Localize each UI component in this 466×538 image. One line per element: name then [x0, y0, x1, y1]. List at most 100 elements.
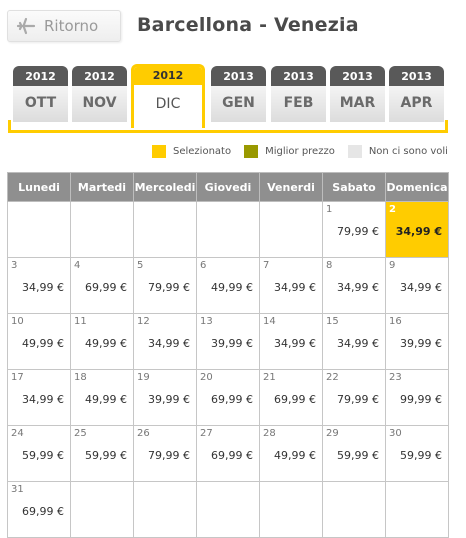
day-price: 59,99 €: [22, 449, 64, 462]
day-number: 21: [263, 372, 276, 383]
tabs-right-edge: [445, 120, 448, 133]
calendar-day-cell[interactable]: 11 49,99 €: [70, 313, 134, 370]
tab-month: MAR: [330, 86, 385, 122]
calendar-empty-cell: [133, 201, 197, 258]
calendar-day-cell[interactable]: 19 39,99 €: [133, 369, 197, 426]
day-price: 34,99 €: [148, 337, 190, 350]
day-number: 26: [137, 428, 150, 439]
day-number: 23: [389, 372, 402, 383]
calendar-day-cell[interactable]: 15 34,99 €: [322, 313, 386, 370]
calendar-day-cell[interactable]: 17 34,99 €: [7, 369, 71, 426]
calendar-day-cell[interactable]: 21 69,99 €: [259, 369, 323, 426]
month-tabs: 2012 OTT 2012 NOV 2012 DIC 2013 GEN 2013…: [8, 64, 448, 134]
tab-month: DIC: [134, 85, 202, 125]
calendar-day-cell[interactable]: 16 39,99 €: [385, 313, 449, 370]
calendar-day-cell[interactable]: 26 79,99 €: [133, 425, 197, 482]
calendar-day-cell[interactable]: 23 99,99 €: [385, 369, 449, 426]
weekday-header: Domenica: [385, 172, 449, 202]
tab-nov[interactable]: 2012 NOV: [72, 66, 127, 122]
day-price: 69,99 €: [85, 281, 127, 294]
day-price: 39,99 €: [211, 337, 253, 350]
day-price: 34,99 €: [400, 281, 442, 294]
tab-gen[interactable]: 2013 GEN: [211, 66, 266, 122]
tab-ott[interactable]: 2012 OTT: [13, 66, 68, 122]
day-number: 13: [200, 316, 213, 327]
day-number: 4: [74, 260, 81, 271]
calendar-day-cell[interactable]: 27 69,99 €: [196, 425, 260, 482]
no-flights-swatch: [347, 144, 362, 158]
calendar-body: 1 79,99 € 2 34,99 € 3 34,99 € 4 69,99 € 5 79,99 €…: [7, 201, 449, 538]
calendar-empty-cell: [385, 481, 449, 538]
calendar-empty-cell: [259, 481, 323, 538]
tab-year: 2012: [13, 66, 68, 86]
tab-mar[interactable]: 2013 MAR: [330, 66, 385, 122]
calendar-day-cell[interactable]: 8 34,99 €: [322, 257, 386, 314]
calendar-day-cell[interactable]: 6 49,99 €: [196, 257, 260, 314]
legend-no-flights-label: Non ci sono voli: [368, 145, 448, 157]
calendar-day-cell[interactable]: 7 34,99 €: [259, 257, 323, 314]
calendar-week-row: 24 59,99 € 25 59,99 € 26 79,99 € 27 69,99 € 28 49…: [7, 425, 449, 482]
calendar-week-row: 1 79,99 € 2 34,99 €: [7, 201, 449, 258]
calendar-week-row: 10 49,99 € 11 49,99 € 12 34,99 € 13 39,99 € 14 34…: [7, 313, 449, 370]
calendar-empty-cell: [7, 201, 71, 258]
calendar-day-cell[interactable]: 1 79,99 €: [322, 201, 386, 258]
day-number: 12: [137, 316, 150, 327]
calendar-week-row: 3 34,99 € 4 69,99 € 5 79,99 € 6 49,99 € 7 34,99 €…: [7, 257, 449, 314]
calendar-empty-cell: [196, 481, 260, 538]
calendar-day-cell[interactable]: 4 69,99 €: [70, 257, 134, 314]
tab-dic[interactable]: 2012 DIC: [131, 64, 205, 128]
day-number: 2: [389, 204, 396, 215]
day-number: 15: [326, 316, 339, 327]
calendar-day-cell[interactable]: 14 34,99 €: [259, 313, 323, 370]
day-number: 9: [389, 260, 396, 271]
calendar-day-cell[interactable]: 29 59,99 €: [322, 425, 386, 482]
calendar-day-cell[interactable]: 3 34,99 €: [7, 257, 71, 314]
calendar-day-cell[interactable]: 13 39,99 €: [196, 313, 260, 370]
day-price: 69,99 €: [211, 393, 253, 406]
day-price: 99,99 €: [400, 393, 442, 406]
day-number: 6: [200, 260, 207, 271]
calendar-day-cell[interactable]: 25 59,99 €: [70, 425, 134, 482]
legend-best-price-label: Miglior prezzo: [265, 145, 335, 157]
calendar-day-cell[interactable]: 10 49,99 €: [7, 313, 71, 370]
calendar-week-row: 31 69,99 €: [7, 481, 449, 538]
day-price: 34,99 €: [395, 225, 442, 238]
calendar-day-cell[interactable]: 28 49,99 €: [259, 425, 323, 482]
calendar-day-cell[interactable]: 2 34,99 €: [385, 201, 449, 258]
weekday-header: Mercoledi: [133, 172, 197, 202]
day-price: 59,99 €: [400, 449, 442, 462]
day-number: 29: [326, 428, 339, 439]
calendar-day-cell[interactable]: 12 34,99 €: [133, 313, 197, 370]
day-price: 49,99 €: [22, 337, 64, 350]
day-number: 10: [11, 316, 24, 327]
day-price: 69,99 €: [274, 393, 316, 406]
page-title: Barcellona - Venezia: [137, 14, 359, 36]
tab-month: NOV: [72, 86, 127, 122]
calendar-grid: Lunedi Martedi Mercoledi Giovedi Venerdi Saba…: [7, 172, 449, 538]
weekday-header: Lunedi: [7, 172, 71, 202]
legend-no-flights: Non ci sono voli: [347, 144, 448, 158]
tab-feb[interactable]: 2013 FEB: [271, 66, 326, 122]
day-number: 3: [11, 260, 18, 271]
day-price: 69,99 €: [211, 449, 253, 462]
calendar-day-cell[interactable]: 18 49,99 €: [70, 369, 134, 426]
day-price: 34,99 €: [22, 281, 64, 294]
calendar-day-cell[interactable]: 9 34,99 €: [385, 257, 449, 314]
day-price: 79,99 €: [337, 225, 379, 238]
day-price: 39,99 €: [400, 337, 442, 350]
calendar-day-cell[interactable]: 20 69,99 €: [196, 369, 260, 426]
calendar-day-cell[interactable]: 24 59,99 €: [7, 425, 71, 482]
calendar-day-cell[interactable]: 5 79,99 €: [133, 257, 197, 314]
tabs-baseline: [8, 130, 448, 133]
tab-month: FEB: [271, 86, 326, 122]
day-number: 17: [11, 372, 24, 383]
day-price: 34,99 €: [274, 337, 316, 350]
day-price: 49,99 €: [274, 449, 316, 462]
calendar-day-cell[interactable]: 22 79,99 €: [322, 369, 386, 426]
day-number: 1: [326, 204, 333, 215]
back-button[interactable]: Ritorno: [7, 10, 121, 42]
day-price: 34,99 €: [337, 281, 379, 294]
calendar-day-cell[interactable]: 31 69,99 €: [7, 481, 71, 538]
calendar-day-cell[interactable]: 30 59,99 €: [385, 425, 449, 482]
tab-apr[interactable]: 2013 APR: [389, 66, 444, 122]
